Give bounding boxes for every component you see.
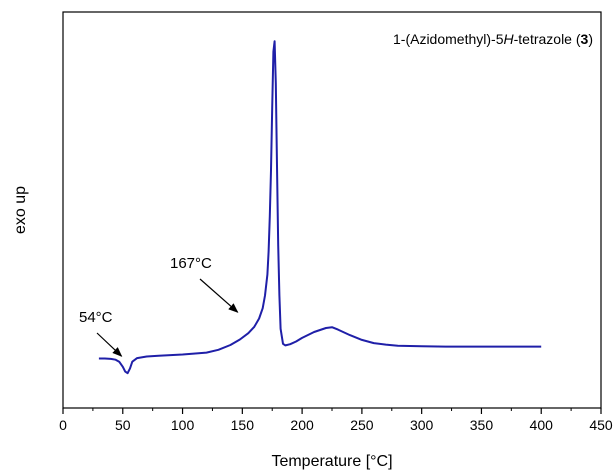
x-tick-label: 450 [589, 417, 613, 433]
x-axis-ticks: 0 50 100 150 200 250 300 350 400 450 [59, 408, 613, 433]
x-tick-label: 100 [171, 417, 195, 433]
dsc-curve [98, 40, 542, 375]
annotation-54-label: 54°C [79, 309, 113, 326]
x-tick-label: 300 [410, 417, 434, 433]
x-tick-label: 0 [59, 417, 67, 433]
chart-title: 1-(Azidomethyl)-5H-tetrazole (3) [393, 31, 593, 47]
x-tick-label: 250 [350, 417, 374, 433]
x-axis-label: Temperature [°C] [271, 453, 392, 470]
x-tick-label: 350 [470, 417, 494, 433]
annotation-167-arrow [199, 278, 239, 313]
x-tick-label: 200 [290, 417, 314, 433]
x-tick-label: 150 [231, 417, 255, 433]
annotation-167-label: 167°C [170, 255, 212, 272]
y-axis-label: exo up [12, 186, 29, 234]
annotation-167: 167°C [170, 255, 239, 313]
x-tick-label: 400 [530, 417, 554, 433]
plot-frame [62, 11, 602, 409]
x-tick-label: 50 [115, 417, 131, 433]
annotation-54: 54°C [79, 309, 123, 357]
annotation-54-arrow [96, 332, 123, 357]
